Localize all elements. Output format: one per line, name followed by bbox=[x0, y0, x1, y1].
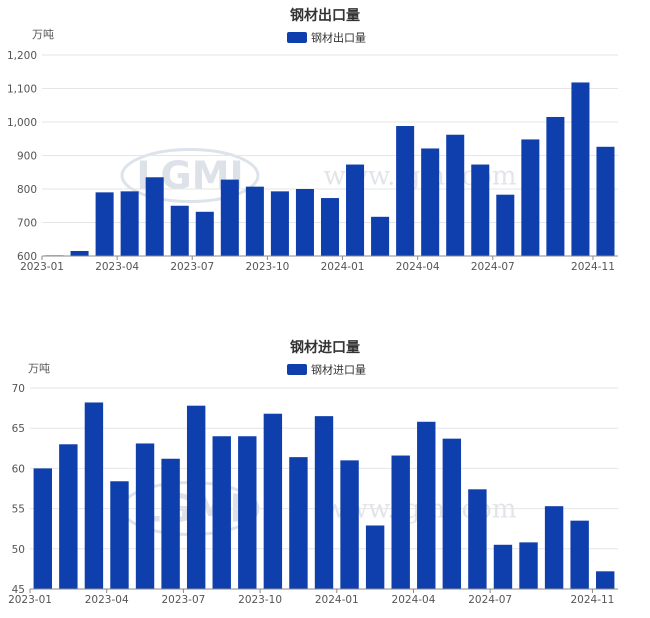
import-ytick-label: 45 bbox=[12, 584, 25, 596]
export-bar-2024-04[interactable] bbox=[421, 148, 440, 256]
import-bar-2023-05[interactable] bbox=[135, 443, 155, 589]
export-xtick-label: 2023-07 bbox=[170, 261, 214, 273]
import-bar-2023-08[interactable] bbox=[212, 436, 231, 589]
export-bar-2024-07[interactable] bbox=[496, 194, 515, 256]
import-xtick-label: 2023-04 bbox=[85, 594, 129, 606]
export-watermark-ring bbox=[120, 148, 260, 203]
import-xtick-label: 2023-07 bbox=[161, 594, 205, 606]
import-bar-2023-07[interactable] bbox=[186, 405, 206, 589]
export-bar-2023-08[interactable] bbox=[220, 179, 239, 256]
import-ytick-label: 60 bbox=[12, 463, 25, 475]
import-bar-2023-06[interactable] bbox=[161, 458, 180, 589]
export-ytick-label: 800 bbox=[17, 184, 37, 196]
import-xtick-label: 2024-07 bbox=[468, 594, 512, 606]
export-xtick-label: 2024-11 bbox=[571, 261, 615, 273]
import-bar-2024-09[interactable] bbox=[544, 506, 564, 589]
import-xtick-label: 2024-01 bbox=[315, 594, 359, 606]
export-bar-2024-03[interactable] bbox=[396, 126, 415, 257]
import-bar-2024-01[interactable] bbox=[340, 460, 359, 589]
export-ytick-label: 1,000 bbox=[7, 117, 37, 129]
export-bar-2024-11[interactable] bbox=[596, 146, 615, 256]
import-bar-2023-10[interactable] bbox=[263, 413, 283, 589]
import-ytick-label: 70 bbox=[12, 383, 25, 395]
import-chart: 钢材进口量钢材进口量万吨LGMIwww.lgmi.com455055606570… bbox=[0, 330, 650, 618]
import-bar-2023-11[interactable] bbox=[289, 457, 308, 589]
export-xtick-label: 2024-04 bbox=[396, 261, 440, 273]
import-legend-label: 钢材进口量 bbox=[311, 363, 366, 377]
export-legend-swatch bbox=[287, 32, 307, 43]
export-bar-2023-04[interactable] bbox=[120, 191, 139, 256]
import-ytick-label: 50 bbox=[12, 544, 25, 556]
export-bar-2023-06[interactable] bbox=[170, 205, 189, 256]
export-bar-2024-02[interactable] bbox=[371, 216, 390, 256]
import-bar-2023-03[interactable] bbox=[84, 402, 104, 589]
import-bar-2024-06[interactable] bbox=[468, 489, 487, 589]
import-bar-2024-02[interactable] bbox=[365, 525, 385, 589]
import-bar-2023-01[interactable] bbox=[33, 468, 52, 589]
import-chart-svg: 钢材进口量钢材进口量万吨LGMIwww.lgmi.com455055606570… bbox=[8, 339, 618, 606]
export-ytick-label: 700 bbox=[17, 218, 37, 230]
export-bar-2023-07[interactable] bbox=[195, 211, 214, 256]
import-legend-swatch bbox=[287, 364, 307, 375]
export-bar-2024-06[interactable] bbox=[471, 164, 490, 256]
import-bar-2024-03[interactable] bbox=[391, 455, 410, 589]
export-bar-2024-08[interactable] bbox=[521, 139, 540, 256]
export-unit-label: 万吨 bbox=[32, 28, 54, 41]
import-bar-2024-04[interactable] bbox=[417, 421, 436, 589]
import-legend[interactable]: 钢材进口量 bbox=[287, 363, 366, 377]
import-bar-2023-04[interactable] bbox=[110, 481, 129, 589]
import-bar-2024-07[interactable] bbox=[493, 544, 513, 589]
export-bar-2024-10[interactable] bbox=[571, 82, 590, 256]
import-xtick-label: 2024-11 bbox=[570, 594, 614, 606]
export-xtick-label: 2024-01 bbox=[321, 261, 365, 273]
export-bar-2024-09[interactable] bbox=[546, 116, 565, 256]
import-unit-label: 万吨 bbox=[28, 362, 50, 375]
export-bar-2023-09[interactable] bbox=[245, 186, 264, 256]
export-bar-2023-12[interactable] bbox=[320, 198, 340, 256]
export-bar-2023-02[interactable] bbox=[70, 250, 89, 256]
import-xtick-label: 2023-01 bbox=[8, 594, 52, 606]
export-legend[interactable]: 钢材出口量 bbox=[287, 31, 366, 45]
import-xtick-label: 2024-04 bbox=[392, 594, 436, 606]
import-bar-2023-09[interactable] bbox=[238, 436, 257, 589]
export-bar-2023-05[interactable] bbox=[145, 177, 164, 256]
export-bar-2024-01[interactable] bbox=[346, 164, 365, 256]
export-ytick-label: 1,200 bbox=[7, 50, 37, 62]
export-xtick-label: 2024-07 bbox=[471, 261, 515, 273]
export-chart: 钢材出口量 钢材出口量 万吨 LGMI www.lgmi.com 600 700 800 900… bbox=[0, 0, 650, 300]
import-xtick-label: 2023-10 bbox=[238, 594, 282, 606]
export-bar-2023-03[interactable] bbox=[95, 192, 114, 256]
import-ytick-label: 65 bbox=[12, 423, 25, 435]
export-bar-2023-10[interactable] bbox=[270, 191, 289, 256]
import-bar-2024-08[interactable] bbox=[519, 542, 538, 589]
export-xtick-label: 2023-01 bbox=[20, 261, 64, 273]
import-bar-2023-12[interactable] bbox=[314, 416, 334, 589]
export-chart-title: 钢材出口量 bbox=[290, 7, 360, 24]
import-bar-2024-10[interactable] bbox=[570, 520, 589, 589]
import-bar-2023-02[interactable] bbox=[59, 444, 78, 589]
export-ytick-label: 1,100 bbox=[7, 84, 37, 96]
import-chart-title: 钢材进口量 bbox=[290, 339, 360, 356]
export-legend-label: 钢材出口量 bbox=[311, 31, 366, 45]
import-bar-2024-05[interactable] bbox=[442, 438, 462, 589]
export-ytick-label: 600 bbox=[17, 251, 37, 263]
import-bar-2024-11[interactable] bbox=[596, 571, 615, 589]
import-ytick-label: 55 bbox=[12, 504, 25, 516]
export-ytick-label: 900 bbox=[17, 151, 37, 163]
export-xtick-label: 2023-10 bbox=[245, 261, 289, 273]
export-xtick-label: 2023-04 bbox=[95, 261, 139, 273]
export-bar-2024-05[interactable] bbox=[446, 134, 465, 256]
export-bar-2023-11[interactable] bbox=[295, 189, 314, 256]
